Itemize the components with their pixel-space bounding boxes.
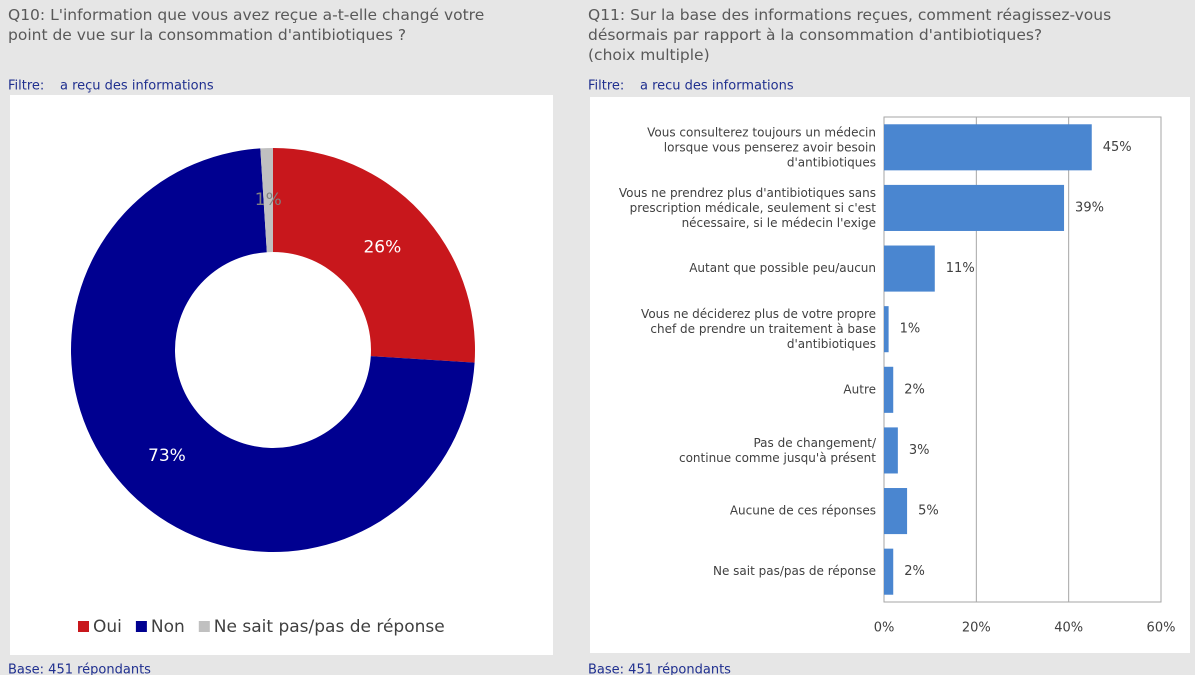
y-category-label: Ne sait pas/pas de réponse — [713, 564, 876, 578]
bar — [884, 488, 908, 535]
question: Q11: Sur la base des informations reçues… — [588, 6, 1111, 64]
y-category-label: Aucune de ces réponses — [730, 504, 876, 518]
data-label: 45% — [1103, 140, 1132, 155]
x-tick-label: 40% — [1054, 621, 1083, 636]
y-category-label: Autre — [843, 382, 876, 396]
y-category-label: Vous consulterez toujours un médecin lors… — [647, 125, 876, 169]
legend-label: Ne sait pas/pas de réponse — [214, 617, 445, 637]
bar — [884, 366, 894, 413]
data-label: 3% — [909, 443, 930, 458]
filter-label: Filtre: — [588, 79, 624, 94]
data-label: 5% — [918, 504, 939, 519]
donut-slice — [273, 148, 475, 363]
data-label: 2% — [904, 564, 925, 579]
legend-label: Oui — [93, 617, 122, 637]
data-label: 73% — [148, 446, 186, 466]
filter-label: Filtre: — [8, 79, 44, 94]
data-label: 11% — [946, 261, 975, 276]
x-tick-label: 60% — [1147, 621, 1176, 636]
data-label: 1% — [255, 190, 282, 210]
y-category-label: Vous ne prendrez plus d'antibiotiques sa… — [619, 185, 876, 229]
donut-slice — [260, 148, 273, 253]
legend-swatch — [198, 621, 210, 632]
bar — [884, 245, 935, 292]
x-tick-label: 0% — [874, 621, 895, 636]
legend-swatch — [135, 621, 147, 632]
legend-label: Non — [151, 617, 185, 637]
y-category-label: Pas de changement/continue comme jusqu'à… — [679, 435, 877, 464]
bar — [884, 548, 894, 595]
legend-swatch — [78, 621, 89, 632]
donut-slice — [71, 148, 475, 552]
bar — [884, 124, 1092, 171]
question: Q10: L'information que vous avez reçue a… — [8, 6, 484, 44]
data-label: 2% — [904, 382, 925, 397]
x-tick-label: 20% — [962, 621, 991, 636]
bar — [884, 427, 898, 474]
base-note: Base: 451 répondants — [588, 663, 731, 675]
data-label: 26% — [363, 237, 401, 257]
data-label: 39% — [1075, 200, 1104, 215]
bar — [884, 184, 1065, 231]
base-note: Base: 451 répondants — [8, 663, 151, 675]
y-category-label: Vous ne déciderez plus de votre propre ch… — [641, 307, 876, 351]
filter-value: a recu des informations — [640, 79, 794, 94]
filter-value: a reçu des informations — [60, 79, 214, 94]
y-category-label: Autant que possible peu/aucun — [689, 261, 876, 275]
bar — [884, 306, 889, 353]
data-label: 1% — [900, 322, 921, 337]
